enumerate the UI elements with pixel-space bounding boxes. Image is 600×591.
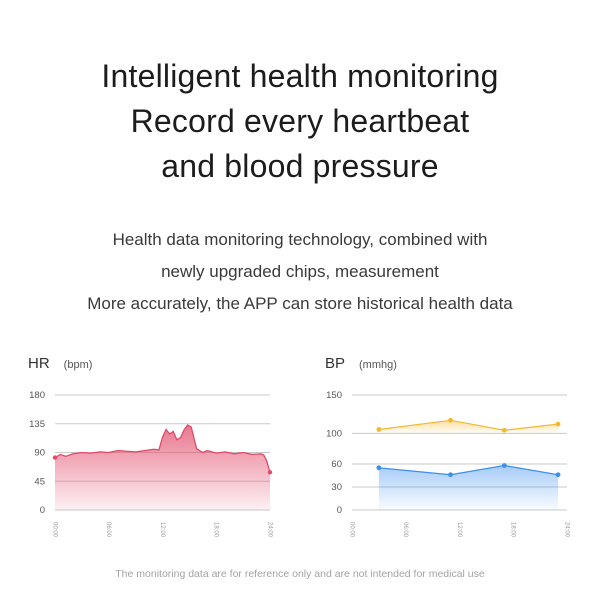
bp-point: [555, 421, 561, 427]
bp-area-fill: [378, 465, 559, 510]
hr-xtick-label: 06:00: [105, 522, 111, 538]
bp-area-fill: [378, 420, 559, 434]
bp-xtick-label: 24:00: [563, 522, 569, 538]
hr-ytick-label: 0: [40, 505, 45, 516]
description-line-2: newly upgraded chips, measurement: [161, 262, 439, 281]
bp-line: [378, 464, 559, 476]
headline-line-1: Intelligent health monitoring: [101, 58, 499, 94]
hr-xtick-label: 18:00: [213, 522, 219, 538]
disclaimer-footer: The monitoring data are for reference on…: [115, 568, 485, 580]
hr-ytick-label: 45: [34, 476, 45, 487]
hr-xtick-label: 24:00: [266, 522, 272, 538]
bp-chart-title: BP: [325, 355, 346, 372]
bp-point: [555, 472, 561, 478]
hr-area-fill: [55, 425, 270, 510]
hr-line: [54, 424, 271, 473]
description-line-1: Health data monitoring technology, combi…: [112, 230, 488, 249]
hr-chart-plot: 0 45 90 135 180 00:00 06:00 12:00 18:00 24:00: [29, 390, 273, 538]
description: Health data monitoring technology, combi…: [0, 224, 600, 320]
description-line-3: More accurately, the APP can store histo…: [87, 294, 513, 313]
bp-ytick-label: 30: [331, 482, 342, 493]
bp-ytick-label: 60: [331, 459, 342, 470]
bp-point: [448, 417, 453, 423]
bp-xtick-label: 06:00: [402, 522, 408, 538]
headline-line-3: and blood pressure: [161, 148, 439, 184]
bp-xtick-label: 00:00: [348, 522, 354, 538]
hr-chart: HR (bpm) 0 45 90 135 180 00:00 06:00 12:00 18:00 2…: [28, 355, 298, 538]
headline: Intelligent health monitoring Record eve…: [0, 54, 600, 189]
hr-xtick-label: 12:00: [159, 522, 165, 538]
bp-xtick-label: 12:00: [456, 522, 462, 538]
hr-point: [267, 470, 273, 475]
hr-chart-title: HR: [28, 355, 50, 372]
bp-chart-plot: 0 30 60 100 150 00:00 06:00 12:00 18:00 24:00: [326, 390, 569, 538]
bp-point: [501, 427, 507, 433]
hr-point: [52, 455, 58, 460]
hr-xtick-label: 00:00: [51, 522, 57, 538]
bp-point: [376, 465, 382, 471]
hr-ytick-label: 90: [34, 448, 45, 459]
hr-chart-header: HR (bpm): [28, 355, 92, 373]
hr-ytick-label: 180: [29, 390, 45, 401]
bp-point: [376, 427, 382, 432]
bp-line: [378, 419, 559, 431]
bp-ytick-label: 100: [326, 428, 342, 439]
headline-line-2: Record every heartbeat: [130, 103, 470, 139]
bp-point: [448, 472, 453, 478]
bp-chart: BP (mmhg) 0 30 60 100 150 00:00 06:00 12:00 18:00…: [325, 355, 595, 538]
bp-point: [501, 463, 507, 468]
bp-chart-header: BP (mmhg): [325, 355, 397, 373]
bp-xtick-label: 18:00: [510, 522, 516, 538]
bp-ytick-label: 150: [326, 390, 342, 401]
hr-ytick-label: 135: [29, 419, 45, 430]
bp-chart-unit: (mmhg): [359, 359, 397, 371]
hr-chart-unit: (bpm): [63, 359, 93, 371]
bp-ytick-label: 0: [337, 505, 342, 516]
